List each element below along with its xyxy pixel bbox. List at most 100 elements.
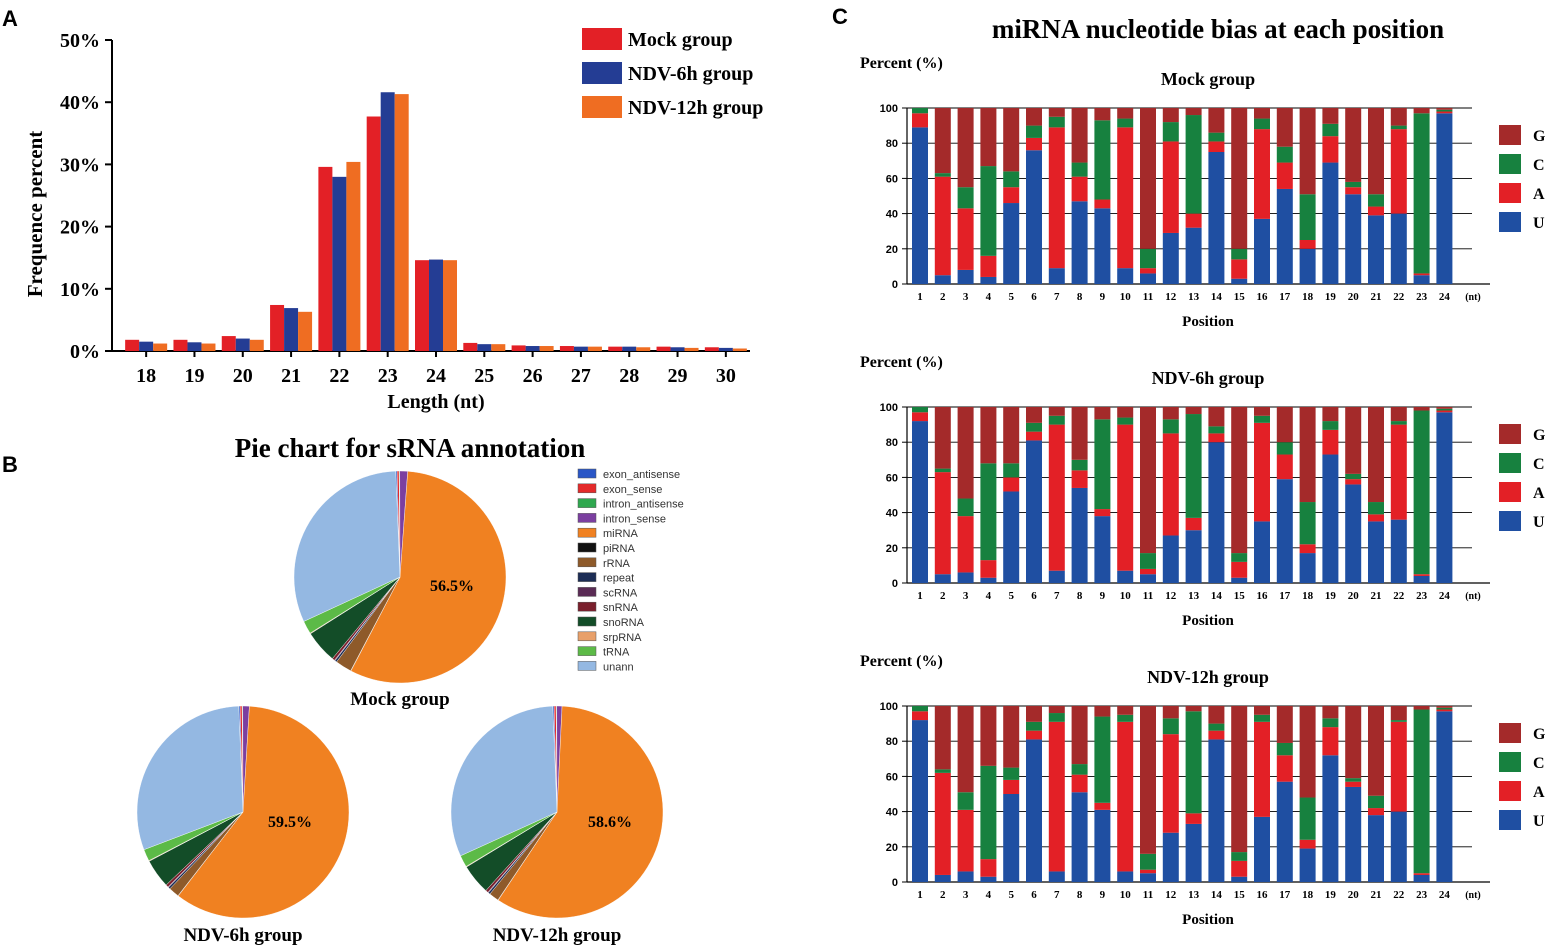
stacked-bar-segment bbox=[1276, 479, 1293, 583]
stacked-bar-segment bbox=[1390, 407, 1407, 422]
pie-legend-label: repeat bbox=[603, 573, 634, 585]
legend-label: A bbox=[1533, 485, 1545, 502]
stacked-bar-segment bbox=[1162, 407, 1179, 420]
stacked-bar-segment bbox=[1208, 426, 1225, 434]
pie-legend-swatch bbox=[577, 661, 597, 671]
stacked-bar-segment bbox=[1208, 433, 1225, 443]
stacked-bar-segment bbox=[1071, 201, 1088, 284]
stacked-bar-segment bbox=[1071, 706, 1088, 765]
stacked-bar-segment bbox=[1185, 414, 1202, 518]
x-tick-label: 15 bbox=[1234, 291, 1246, 303]
stacked-bar-segment bbox=[934, 176, 951, 276]
stacked-bar-segment bbox=[1413, 407, 1430, 411]
stacked-bar-segment bbox=[1185, 115, 1202, 214]
y-tick-label: 100 bbox=[880, 103, 898, 115]
x-tick-label: 5 bbox=[1008, 889, 1014, 901]
pie-percent-label: 56.5% bbox=[430, 578, 474, 595]
pie-legend-label: snRNA bbox=[603, 602, 639, 614]
stacked-bar-segment bbox=[1413, 574, 1430, 576]
stacked-bar-segment bbox=[1003, 187, 1020, 204]
stacked-bar-segment bbox=[1368, 502, 1384, 515]
stacked-bar-segment bbox=[1345, 778, 1362, 782]
y-tick-label: 0 bbox=[892, 877, 898, 889]
stacked-bar-segment bbox=[1094, 706, 1111, 717]
x-tick-label: 12 bbox=[1165, 590, 1177, 602]
stacked-bar-segment bbox=[1071, 108, 1088, 163]
pie-percent-label: 58.6% bbox=[588, 814, 632, 831]
stacked-bar-segment bbox=[912, 706, 928, 712]
legend-label: U bbox=[1533, 813, 1545, 830]
y-tick-label: 40 bbox=[886, 508, 898, 520]
stacked-bar-segment bbox=[1208, 152, 1225, 284]
stacked-bar-segment bbox=[1048, 424, 1065, 571]
x-axis: 18 19 20 21 22 23 24 25 26 27 28 29 30 bbox=[112, 350, 750, 387]
x-tick-label: 4 bbox=[986, 889, 992, 901]
bar bbox=[587, 346, 602, 351]
stacked-bar-segment bbox=[1390, 706, 1407, 721]
legend-label: C bbox=[1533, 755, 1545, 772]
stacked-bar-segment bbox=[1117, 424, 1134, 571]
stacked-bar-segment bbox=[1368, 206, 1384, 216]
stacked-bar-segment bbox=[934, 772, 951, 875]
stacked-bar-segment bbox=[1094, 199, 1111, 209]
stacked-bar-segment bbox=[1322, 429, 1339, 455]
legend-label: U bbox=[1533, 514, 1545, 531]
x-tick-label: 17 bbox=[1279, 291, 1291, 303]
stacked-bar-segment bbox=[1322, 407, 1339, 422]
stacked-bar-segment bbox=[1117, 570, 1134, 583]
y-tick-label: 80 bbox=[886, 437, 898, 449]
x-tick-label: 13 bbox=[1188, 291, 1200, 303]
x-tick-label: 19 bbox=[1325, 291, 1337, 303]
stacked-bar-segment bbox=[1048, 721, 1065, 872]
y-tick-label: 60 bbox=[886, 771, 898, 783]
x-tick-label: 6 bbox=[1031, 889, 1037, 901]
stacked-bar-segment bbox=[957, 572, 974, 583]
x-tick-label: 14 bbox=[1211, 291, 1223, 303]
y-axis-label: Frequence percent bbox=[23, 131, 47, 298]
x-tick-label: 9 bbox=[1100, 590, 1106, 602]
stacked-bar-segment bbox=[1003, 203, 1020, 284]
y-axis-label: Percent (%) bbox=[860, 55, 943, 72]
x-tick-label: 28 bbox=[619, 365, 639, 387]
bar bbox=[656, 346, 671, 351]
stacked-bar-segment bbox=[957, 269, 974, 284]
stacked-bar-segment bbox=[1299, 848, 1316, 882]
pie-percent-label: 59.5% bbox=[268, 814, 312, 831]
pie-legend-swatch bbox=[577, 483, 597, 494]
stacked-bar-segment bbox=[1390, 519, 1407, 583]
bar bbox=[415, 260, 429, 351]
stacked-bar-segment bbox=[934, 108, 951, 174]
legend-swatch bbox=[1499, 752, 1521, 772]
stacked-bar-segment bbox=[957, 187, 974, 209]
pie-legend-label: intron_sense bbox=[603, 513, 666, 525]
stacked-bar-segment bbox=[1413, 873, 1430, 875]
stacked-bar-segment bbox=[1140, 853, 1156, 870]
x-tick-label: 21 bbox=[1371, 291, 1382, 303]
stacked-bar-segment bbox=[980, 108, 997, 167]
stacked-bar-segment bbox=[1071, 176, 1088, 202]
stacked-bar-segment bbox=[1048, 713, 1065, 722]
stacked-bar-segment bbox=[980, 577, 997, 583]
pie-slice bbox=[136, 705, 244, 850]
y-axis-label: Percent (%) bbox=[860, 354, 943, 371]
stacked-bar-segment bbox=[1003, 767, 1020, 780]
stacked-bar-segment bbox=[1413, 874, 1430, 882]
stacked-bar-segment bbox=[1140, 553, 1156, 569]
stacked-bar-segment bbox=[957, 792, 974, 810]
bar bbox=[249, 339, 264, 351]
x-tick-label: 2 bbox=[940, 889, 946, 901]
y-tick-label: 20% bbox=[60, 217, 100, 239]
y-tick-label: 40 bbox=[886, 209, 898, 221]
x-axis-label: Length (nt) bbox=[387, 391, 484, 413]
stacked-bar-segment bbox=[934, 407, 951, 469]
legend-label: A bbox=[1533, 784, 1545, 801]
stacked-bar-segment bbox=[1026, 108, 1042, 126]
stacked-bar-segment bbox=[1094, 809, 1111, 882]
y-tick-label: 100 bbox=[880, 402, 898, 414]
stacked-bar-segment bbox=[1413, 273, 1430, 276]
stacked-bar-segment bbox=[1413, 709, 1430, 874]
stacked-bar-segment bbox=[1299, 839, 1316, 849]
stacked-bar-segment bbox=[1231, 553, 1248, 562]
x-tick-label: 4 bbox=[986, 590, 992, 602]
x-tick-label: 15 bbox=[1234, 889, 1246, 901]
